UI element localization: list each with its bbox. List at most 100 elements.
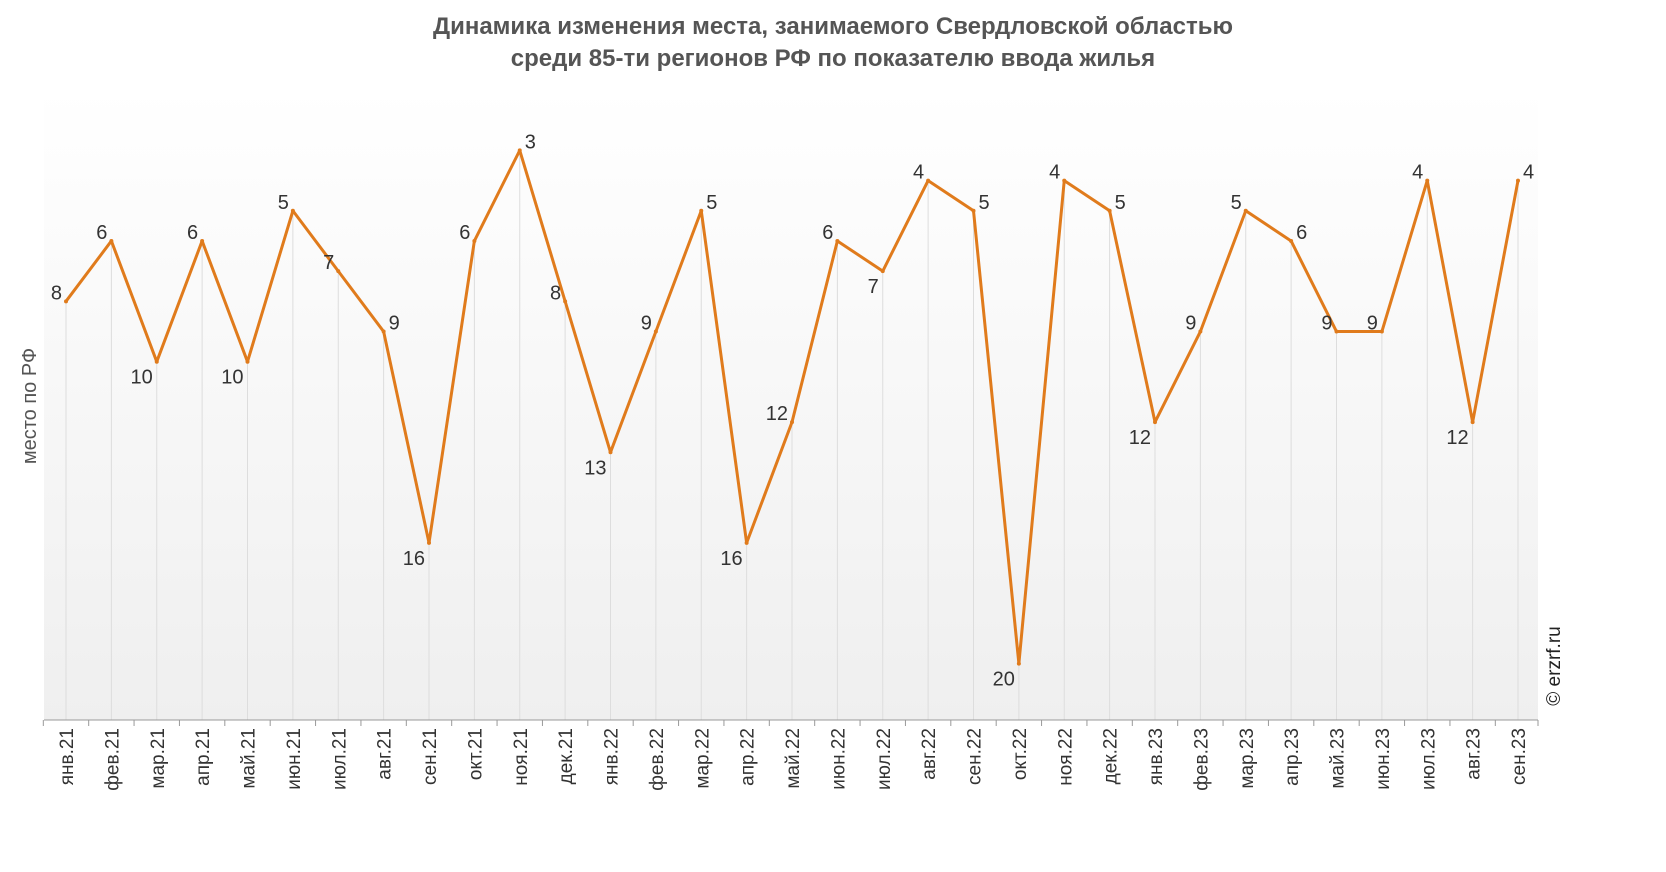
data-point (472, 238, 477, 243)
data-point (1379, 329, 1384, 334)
x-tick-label: июн.21 (284, 728, 305, 790)
data-point (1107, 208, 1112, 213)
x-axis-ticks (42, 720, 1539, 726)
x-tick-label: мар.22 (692, 728, 713, 789)
x-tick-label: сен.21 (420, 728, 441, 785)
data-point (517, 148, 522, 153)
data-label: 9 (389, 313, 400, 335)
data-point (64, 299, 68, 304)
x-tick-label: апр.21 (193, 728, 214, 786)
data-label: 9 (1185, 313, 1196, 335)
data-point (427, 540, 431, 545)
y-axis-label: место по РФ (19, 348, 41, 464)
x-tick-label: авг.22 (919, 728, 940, 780)
plot-area (44, 88, 1538, 720)
data-point (608, 450, 613, 455)
data-label: 5 (706, 192, 717, 214)
x-tick-label: дек.21 (556, 728, 577, 784)
data-label: 8 (550, 282, 561, 304)
data-label: 7 (868, 276, 879, 298)
x-tick-label: мар.23 (1237, 728, 1258, 789)
data-point (336, 269, 341, 274)
x-tick-label: фев.23 (1191, 728, 1212, 791)
x-tick-label: авг.21 (375, 728, 396, 780)
data-label: 6 (187, 222, 198, 244)
data-point (744, 540, 749, 545)
data-point (1198, 329, 1203, 334)
data-label: 5 (1231, 192, 1242, 214)
chart-title-line2: среди 85-ти регионов РФ по показателю вв… (511, 45, 1155, 72)
data-point (880, 269, 885, 274)
x-tick-label: авг.23 (1464, 728, 1485, 780)
data-label: 4 (1523, 162, 1534, 184)
data-label: 5 (1115, 192, 1126, 214)
x-tick-label: окт.21 (465, 728, 486, 780)
x-tick-label: янв.22 (602, 728, 623, 785)
data-label: 16 (403, 548, 425, 570)
x-tick-label: май.21 (239, 728, 260, 789)
x-tick-label: июл.21 (329, 728, 350, 790)
x-tick-label: июн.23 (1373, 728, 1394, 790)
x-axis-labels: янв.21 фев.21 мар.21 апр.21 май.21 июн.21 июл.… (57, 728, 1530, 791)
data-point (109, 238, 114, 243)
data-point (971, 208, 976, 213)
data-label: 9 (1321, 313, 1332, 335)
data-label: 10 (221, 367, 243, 389)
data-point (1425, 178, 1430, 183)
data-label: 8 (51, 282, 62, 304)
data-point (790, 420, 794, 425)
x-tick-label: июн.22 (828, 728, 849, 790)
x-tick-label: ноя.22 (1055, 728, 1076, 786)
data-label: 16 (720, 548, 742, 570)
data-label: 6 (1296, 222, 1307, 244)
data-label: 6 (822, 222, 833, 244)
data-label: 5 (979, 192, 990, 214)
data-point (926, 178, 931, 183)
data-point (1062, 178, 1067, 183)
data-point (381, 329, 386, 334)
data-label: 6 (96, 222, 107, 244)
x-tick-label: апр.22 (738, 728, 759, 786)
data-point (200, 238, 205, 243)
x-tick-label: окт.22 (1010, 728, 1031, 780)
data-label: 9 (1367, 313, 1378, 335)
x-tick-label: июл.23 (1418, 728, 1439, 790)
data-point (1153, 420, 1157, 425)
x-tick-label: фев.22 (647, 728, 668, 791)
vertical-gridlines (65, 150, 1519, 720)
data-label: 7 (323, 252, 334, 274)
data-points (64, 148, 1520, 666)
x-tick-label: ноя.21 (511, 728, 532, 786)
data-point (653, 329, 658, 334)
x-tick-label: мар.21 (148, 728, 169, 789)
chart-title-line1: Динамика изменения места, занимаемого Св… (433, 13, 1233, 40)
watermark: © erzrf.ru (1544, 626, 1565, 705)
data-point (1334, 329, 1339, 334)
x-tick-label: дек.22 (1101, 728, 1122, 784)
data-label: 13 (584, 457, 606, 479)
data-point (1243, 208, 1248, 213)
data-label: 3 (525, 131, 536, 153)
data-point (1470, 420, 1475, 425)
data-point (245, 359, 250, 364)
x-tick-label: сен.23 (1509, 728, 1530, 785)
data-label: 10 (131, 367, 153, 389)
data-label: 12 (1446, 427, 1468, 449)
data-point (1016, 661, 1021, 666)
data-label: 20 (993, 669, 1015, 691)
x-tick-label: апр.23 (1282, 728, 1303, 786)
data-label: 4 (1049, 162, 1060, 184)
x-tick-label: янв.21 (57, 728, 78, 785)
data-point (1289, 238, 1294, 243)
x-tick-label: янв.23 (1146, 728, 1167, 785)
data-label: 4 (913, 162, 924, 184)
x-tick-label: фев.21 (102, 728, 123, 791)
data-label: 12 (766, 403, 788, 425)
data-labels: 8 6 10 6 10 5 7 9 16 6 3 8 13 9 5 16 12 6 7 4 5 20 4 5 12 9 5 6 9 9 4 1… (51, 131, 1534, 690)
x-tick-label: сен.22 (965, 728, 986, 785)
data-point (290, 208, 295, 213)
data-point (563, 299, 568, 304)
data-label: 9 (641, 313, 652, 335)
data-point (1516, 178, 1520, 183)
